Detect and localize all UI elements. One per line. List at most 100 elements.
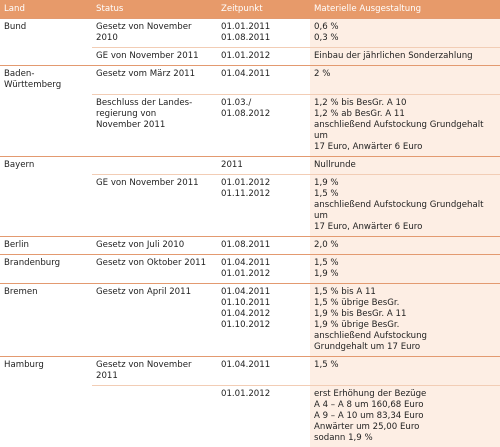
cell-line: Gesetz vom März 2011 bbox=[96, 69, 213, 80]
cell-line: 01.01.2012 bbox=[221, 389, 306, 400]
cell-line: Gesetz von November 2011 bbox=[96, 360, 213, 382]
cell-line: 01.04.2012 bbox=[221, 309, 306, 320]
table-cell: 01.08.2011 bbox=[217, 237, 310, 255]
cell-line: 1,5 % übrige BesGr. bbox=[314, 298, 496, 309]
cell-line: regierung von bbox=[96, 109, 213, 120]
table-cell: Gesetz von April 2011 bbox=[92, 284, 217, 357]
cell-line: 1,9 % bbox=[314, 269, 496, 280]
cell-line: Gesetz von November 2010 bbox=[96, 22, 213, 44]
table-cell bbox=[92, 386, 217, 447]
table-cell: Hamburg bbox=[0, 357, 92, 386]
cell-line: Bayern bbox=[4, 160, 88, 171]
cell-line: November 2011 bbox=[96, 120, 213, 131]
cell-line: 01.11.2012 bbox=[221, 189, 306, 200]
table-cell: Bremen bbox=[0, 284, 92, 357]
cell-line: 01.08.2011 bbox=[221, 240, 306, 251]
cell-line: Grundgehalt um 17 Euro bbox=[314, 342, 496, 353]
cell-line: Gesetz von April 2011 bbox=[96, 287, 213, 298]
header-cell: Land bbox=[0, 0, 92, 19]
cell-line: 2 % bbox=[314, 69, 496, 80]
cell-line: 17 Euro, Anwärter 6 Euro bbox=[314, 222, 496, 233]
table-cell: Gesetz von Oktober 2011 bbox=[92, 255, 217, 284]
cell-line: Bremen bbox=[4, 287, 88, 298]
cell-line: Baden- bbox=[4, 69, 88, 80]
table-cell: GE von November 2011 bbox=[92, 48, 217, 66]
cell-line: anschließend Aufstockung Grundgehalt um bbox=[314, 200, 496, 222]
cell-line: 0,6 % bbox=[314, 22, 496, 33]
cell-line: 2011 bbox=[221, 160, 306, 171]
cell-line: 1,9 % bbox=[314, 178, 496, 189]
cell-line: 1,5 % bbox=[314, 258, 496, 269]
table-row: Hamburg Gesetz von November 2011 01.04.201… bbox=[0, 357, 500, 386]
cell-line: Gesetz von Juli 2010 bbox=[96, 240, 213, 251]
table-cell: Bund bbox=[0, 19, 92, 48]
table-cell: 2 % bbox=[310, 66, 500, 95]
table-cell: 1,9 %1,5 %anschließend Aufstockung Grund… bbox=[310, 175, 500, 237]
table-cell bbox=[0, 175, 92, 237]
table-cell: Gesetz von November 2010 bbox=[92, 19, 217, 48]
cell-line: A 4 – A 8 um 160,68 Euro bbox=[314, 400, 496, 411]
cell-line: Württemberg bbox=[4, 80, 88, 91]
table-cell: 2011 bbox=[217, 157, 310, 175]
table-cell: Gesetz vom März 2011 bbox=[92, 66, 217, 95]
table-cell: 01.03./01.08.2012 bbox=[217, 95, 310, 157]
cell-line: anschließend Aufstockung bbox=[314, 331, 496, 342]
cell-line: 01.04.2011 bbox=[221, 360, 306, 371]
cell-line: 1,2 % bis BesGr. A 10 bbox=[314, 98, 496, 109]
cell-line: 01.04.2011 bbox=[221, 258, 306, 269]
table-cell: Nullrunde bbox=[310, 157, 500, 175]
cell-line: 01.01.2012 bbox=[221, 269, 306, 280]
table-cell: Bayern bbox=[0, 157, 92, 175]
cell-line: Beschluss der Landes- bbox=[96, 98, 213, 109]
cell-line: 1,9 % bis BesGr. A 11 bbox=[314, 309, 496, 320]
table-cell: Berlin bbox=[0, 237, 92, 255]
cell-line: Gesetz von Oktober 2011 bbox=[96, 258, 213, 269]
cell-line: Bund bbox=[4, 22, 88, 33]
cell-line: Brandenburg bbox=[4, 258, 88, 269]
cell-line: 0,3 % bbox=[314, 33, 496, 44]
table-cell: 01.04.2011 bbox=[217, 357, 310, 386]
table-row: Bayern 2011 Nullrunde bbox=[0, 157, 500, 175]
cell-line: 01.04.2011 bbox=[221, 69, 306, 80]
cell-line: 17 Euro, Anwärter 6 Euro bbox=[314, 142, 496, 153]
cell-line: sodann 1,9 % bbox=[314, 433, 496, 444]
cell-line: 01.01.2011 bbox=[221, 22, 306, 33]
table-cell: GE von November 2011 bbox=[92, 175, 217, 237]
cell-line: 01.08.2011 bbox=[221, 33, 306, 44]
table-cell: 1,5 %1,9 % bbox=[310, 255, 500, 284]
cell-line: 01.10.2011 bbox=[221, 298, 306, 309]
cell-line: GE von November 2011 bbox=[96, 51, 213, 62]
table-cell: Brandenburg bbox=[0, 255, 92, 284]
table-cell bbox=[0, 386, 92, 447]
cell-line: GE von November 2011 bbox=[96, 178, 213, 189]
table-cell: Gesetz von November 2011 bbox=[92, 357, 217, 386]
cell-line: Berlin bbox=[4, 240, 88, 251]
table-row: Berlin Gesetz von Juli 2010 01.08.2011 2,0 … bbox=[0, 237, 500, 255]
cell-line: 1,9 % übrige BesGr. bbox=[314, 320, 496, 331]
cell-line: Hamburg bbox=[4, 360, 88, 371]
table-cell: 01.04.2011 bbox=[217, 66, 310, 95]
table-row: Baden-Württemberg Gesetz vom März 2011 01.… bbox=[0, 66, 500, 95]
cell-line: 1,2 % ab BesGr. A 11 bbox=[314, 109, 496, 120]
cell-line: anschließend Aufstockung Grundgehalt um bbox=[314, 120, 496, 142]
header-cell: Status bbox=[92, 0, 217, 19]
table-cell: 01.01.2012 bbox=[217, 386, 310, 447]
cell-line: 01.04.2011 bbox=[221, 287, 306, 298]
table-cell bbox=[0, 95, 92, 157]
table-cell: 2,0 % bbox=[310, 237, 500, 255]
